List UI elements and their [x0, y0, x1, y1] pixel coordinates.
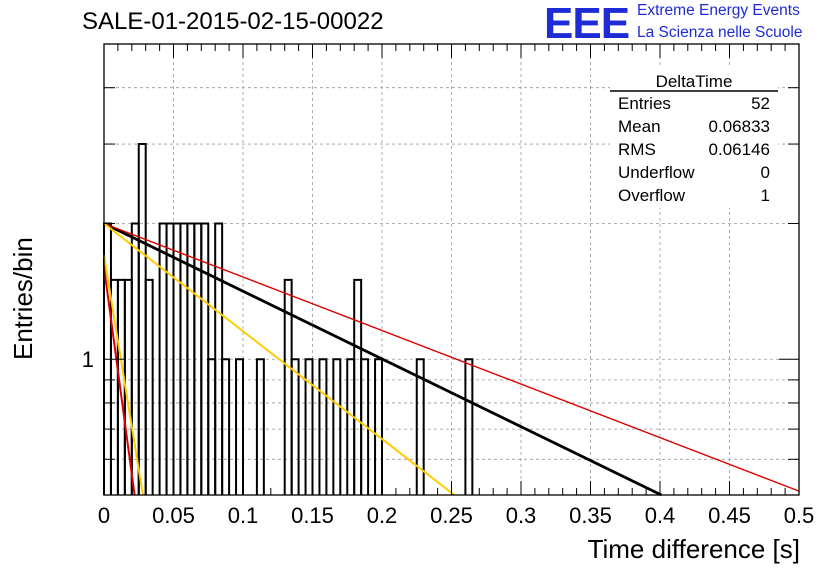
histogram-bin: [464, 358, 474, 495]
histogram-bin: [353, 278, 363, 495]
fit-lines: [103, 222, 800, 497]
x-tick-label: 0.1: [228, 503, 259, 528]
fit-line-1: [103, 222, 663, 497]
fit-line-5: [103, 267, 136, 496]
y-tick-label: 1: [82, 347, 94, 372]
stats-label: Underflow: [618, 163, 695, 182]
fit-line-2: [103, 222, 800, 492]
histogram-bin: [290, 358, 300, 495]
stats-label: Entries: [618, 94, 671, 113]
x-tick-label: 0.5: [784, 503, 815, 528]
x-tick-label: 0.05: [152, 503, 195, 528]
stats-value: 0.06146: [709, 140, 770, 159]
x-tick-label: 0.2: [367, 503, 398, 528]
stats-label: RMS: [618, 140, 656, 159]
stats-value: 52: [751, 94, 770, 113]
y-axis-label: Entries/bin: [8, 237, 38, 360]
x-axis-label: Time difference [s]: [587, 534, 800, 564]
histogram-bin: [235, 358, 244, 495]
fit-line-3: [103, 222, 455, 496]
histogram-bin: [221, 358, 231, 495]
stats-title: DeltaTime: [656, 72, 733, 91]
histogram-bin: [116, 278, 126, 495]
x-tick-labels: 0 0.05 0.1 0.15 0.2 0.25 0.3 0.35 0.4 0.45 0.5: [98, 503, 814, 528]
histogram-bin: [318, 358, 328, 495]
histogram-bin: [304, 358, 314, 495]
stats-value: 1: [761, 186, 770, 205]
stats-box: DeltaTime Entries 52 Mean 0.06833 RMS 0.06146 U…: [610, 68, 778, 208]
logo-subtitle-2: La Scienza nelle Scuole: [637, 24, 803, 41]
x-tick-label: 0.45: [708, 503, 751, 528]
logo-subtitle-1: Extreme Energy Events: [637, 2, 800, 19]
stats-value: 0.06833: [709, 117, 770, 136]
histogram-bin: [332, 358, 342, 495]
x-tick-label: 0: [98, 503, 110, 528]
histogram-bin: [109, 278, 119, 495]
histogram-bin: [144, 278, 154, 495]
fit-line-4: [103, 255, 144, 496]
stats-value: 0: [761, 163, 770, 182]
stats-label: Mean: [618, 117, 661, 136]
histogram-bin: [415, 358, 425, 495]
axis-ticks: [103, 44, 800, 495]
x-tick-label: 0.3: [506, 503, 537, 528]
eee-logo: EEE: [544, 0, 630, 48]
stats-label: Overflow: [618, 186, 686, 205]
histogram-bin: [137, 143, 147, 495]
histogram-bin: [255, 358, 265, 495]
x-tick-label: 0.35: [569, 503, 612, 528]
histogram-bins: [103, 143, 474, 495]
histogram-bin: [374, 358, 383, 495]
y-tick-labels: 1: [82, 347, 94, 372]
x-tick-label: 0.15: [291, 503, 334, 528]
chart-title: SALE-01-2015-02-15-00022: [82, 8, 384, 35]
x-tick-label: 0.4: [645, 503, 676, 528]
x-tick-label: 0.25: [430, 503, 473, 528]
